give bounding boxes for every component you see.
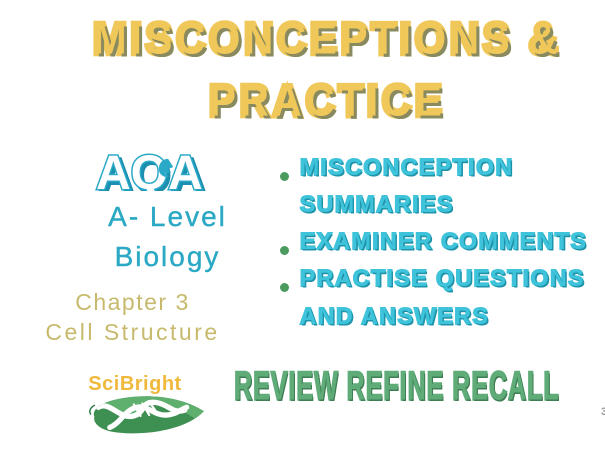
svg-text:AQA: AQA — [96, 147, 203, 200]
